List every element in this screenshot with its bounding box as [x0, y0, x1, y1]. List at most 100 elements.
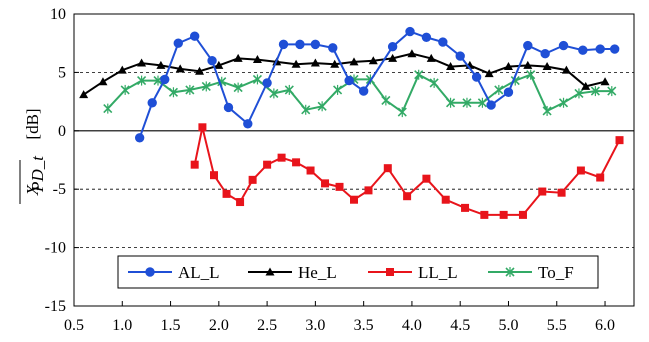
x-tick-label-2: 1.5: [161, 317, 181, 334]
data-point-to-f-9: [252, 74, 263, 85]
data-point-al-l-1: [147, 98, 157, 108]
data-point-he-l-24: [542, 62, 552, 71]
data-point-ll-l-15: [403, 192, 412, 201]
x-tick-label-8: 4.5: [450, 317, 470, 334]
data-point-he-l-21: [484, 69, 494, 78]
data-point-to-f-0: [103, 103, 113, 114]
data-point-he-l-2: [117, 65, 127, 74]
data-point-al-l-26: [578, 45, 588, 55]
series-al-l: [134, 26, 620, 143]
x-tick-label-5: 3.0: [305, 317, 325, 334]
data-point-ll-l-26: [615, 136, 624, 145]
data-point-al-l-13: [344, 75, 354, 86]
data-point-he-l-19: [446, 62, 456, 71]
data-point-ll-l-3: [222, 189, 231, 198]
data-point-he-l-18: [426, 53, 436, 62]
data-point-ll-l-9: [306, 166, 315, 175]
legend-item-he-l: He_L: [248, 263, 337, 282]
data-point-he-l-22: [503, 62, 513, 71]
data-point-he-l-14: [349, 57, 359, 66]
data-point-al-l-18: [438, 37, 448, 47]
data-point-to-f-24: [494, 84, 504, 95]
data-point-al-l-14: [358, 86, 369, 96]
data-point-he-l-9: [252, 55, 262, 64]
data-point-ll-l-2: [210, 171, 218, 180]
data-point-to-f-20: [429, 77, 439, 88]
data-point-he-l-8: [233, 53, 243, 62]
y-tick-label-3: 0: [58, 123, 66, 140]
series-line-ll-l: [193, 127, 621, 216]
data-point-he-l-6: [195, 66, 205, 75]
data-point-al-l-15: [387, 42, 398, 52]
data-point-al-l-11: [310, 39, 321, 50]
data-point-al-l-6: [223, 102, 234, 113]
data-point-ll-l-11: [335, 182, 344, 191]
data-point-al-l-27: [595, 44, 605, 54]
axis-layer: -15 -10 -5 0 5 10 0.5 1.0 1.5 2.0 2.5 3.0 3.5 4.0 4.5 5…: [19, 6, 615, 334]
data-point-ll-l-5: [248, 175, 257, 184]
data-point-ll-l-4: [236, 198, 245, 207]
data-point-to-f-19: [414, 69, 424, 80]
data-point-al-l-22: [503, 87, 514, 97]
data-point-al-l-24: [540, 49, 550, 59]
data-point-ll-l-22: [538, 187, 547, 196]
data-point-to-f-1: [120, 84, 130, 95]
data-point-to-f-2: [137, 75, 147, 86]
data-point-al-l-9: [278, 39, 289, 50]
data-point-ll-l-21: [518, 210, 527, 219]
data-point-ll-l-23: [557, 188, 566, 197]
y-axis-label-unit: [dB]: [23, 108, 42, 139]
data-point-al-l-2: [160, 74, 170, 85]
legend-marker-to-f: [505, 267, 515, 277]
x-tick-label-1: 1.0: [112, 317, 132, 334]
legend-marker-he-l: [265, 267, 275, 276]
data-point-to-f-31: [607, 86, 617, 97]
y-tick-label-2: -5: [53, 181, 66, 198]
data-point-to-f-27: [542, 105, 552, 116]
y-tick-label-5: 10: [50, 6, 66, 23]
x-tick-label-9: 5.0: [498, 317, 518, 334]
series-ll-l: [190, 123, 624, 219]
legend-label-to-f: To_F: [538, 263, 574, 282]
series-line-he-l: [83, 52, 606, 96]
data-point-ll-l-24: [576, 166, 585, 175]
data-point-ll-l-17: [441, 195, 450, 204]
data-point-to-f-22: [462, 97, 472, 108]
legend: AL_L He_L LL_L To_F: [117, 255, 599, 289]
data-point-al-l-0: [134, 133, 145, 143]
data-point-al-l-20: [471, 72, 482, 82]
data-point-al-l-23: [523, 40, 533, 51]
data-point-to-f-13: [317, 101, 327, 112]
legend-label-he-l: He_L: [298, 263, 337, 282]
data-point-he-l-16: [388, 53, 398, 62]
data-point-ll-l-7: [277, 153, 286, 162]
legend-item-to-f: To_F: [488, 263, 574, 282]
data-point-to-f-14: [333, 84, 343, 95]
data-point-to-f-12: [301, 104, 311, 115]
data-point-he-l-0: [79, 90, 89, 99]
series-line-to-f: [107, 73, 612, 114]
data-point-he-l-13: [330, 59, 340, 68]
data-point-ll-l-19: [480, 210, 489, 219]
data-point-ll-l-10: [321, 179, 330, 188]
data-point-he-l-11: [291, 59, 301, 68]
data-point-to-f-4: [168, 87, 179, 98]
data-point-he-l-3: [137, 58, 147, 67]
data-point-he-l-26: [581, 81, 591, 90]
data-point-ll-l-8: [292, 158, 301, 167]
data-point-he-l-27: [600, 77, 610, 86]
data-point-al-l-5: [207, 56, 217, 66]
legend-label-al-l: AL_L: [178, 263, 220, 282]
data-point-to-f-29: [574, 88, 584, 99]
legend-label-ll-l: LL_L: [418, 263, 458, 282]
data-point-al-l-10: [295, 39, 305, 50]
data-point-al-l-19: [455, 51, 465, 61]
data-point-al-l-21: [486, 100, 496, 110]
data-point-al-l-8: [262, 78, 272, 88]
legend-marker-ll-l: [386, 268, 394, 276]
data-point-ll-l-18: [461, 203, 470, 212]
data-point-ll-l-1: [198, 123, 207, 132]
data-point-to-f-5: [185, 84, 195, 95]
data-point-ll-l-20: [499, 210, 508, 219]
data-point-ll-l-25: [596, 173, 605, 182]
